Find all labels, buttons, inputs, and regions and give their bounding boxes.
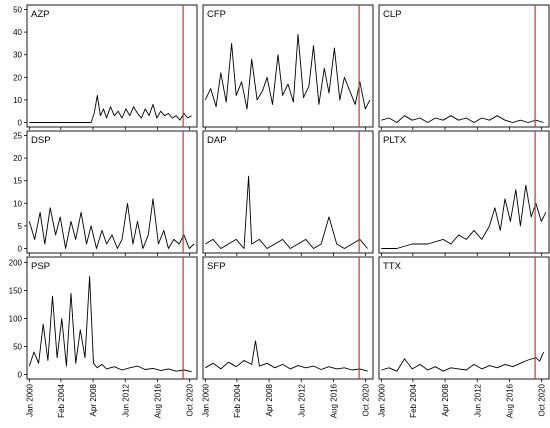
x-axis-labels: Jan 2000 Feb 2004 Apr 2008 Jun 2012 Aug 2016… bbox=[25, 383, 546, 418]
x-tick-label: Jan 2000 bbox=[377, 383, 386, 416]
y-tick-label: 40 bbox=[13, 28, 22, 37]
series-line-dsp bbox=[28, 198, 195, 249]
x-tick-label: Jan 2000 bbox=[25, 383, 34, 416]
panel-psp: 0 50 100 150 200 PSP bbox=[9, 256, 198, 382]
x-tick-label: Aug 2016 bbox=[153, 383, 162, 418]
x-tick-label: Apr 2008 bbox=[89, 383, 98, 416]
x-tick-label: Oct 2020 bbox=[538, 383, 547, 416]
panel-frame bbox=[378, 130, 550, 254]
y-tick-label: 0 bbox=[18, 244, 23, 253]
panel-ttx: TTX bbox=[378, 256, 550, 382]
panel-frame bbox=[26, 4, 198, 128]
y-tick-label: 10 bbox=[13, 96, 22, 105]
panel-dsp: 0 5 10 15 20 25 DSP bbox=[13, 130, 198, 256]
y-tick-label: 10 bbox=[13, 199, 22, 208]
y-tick-label: 30 bbox=[13, 51, 22, 60]
y-tick-label: 0 bbox=[18, 118, 23, 127]
y-tick-label: 50 bbox=[13, 343, 22, 352]
panel-frame bbox=[26, 256, 198, 380]
series-line-psp bbox=[28, 276, 192, 373]
x-tick-label: Apr 2008 bbox=[265, 383, 274, 416]
panel-frame bbox=[202, 130, 374, 254]
x-tick-label: Oct 2020 bbox=[362, 383, 371, 416]
x-tick-label: Jun 2012 bbox=[121, 383, 130, 416]
panel-title: AZP bbox=[31, 9, 49, 20]
x-tick-label: Aug 2016 bbox=[505, 383, 514, 418]
x-tick-label: Feb 2004 bbox=[409, 383, 418, 417]
panel-frame bbox=[26, 130, 198, 254]
x-tick-label: Feb 2004 bbox=[57, 383, 66, 417]
panel-pltx: PLTX bbox=[378, 130, 550, 256]
x-tick-label: Apr 2008 bbox=[441, 383, 450, 416]
y-tick-label: 200 bbox=[9, 259, 23, 268]
panel-title: CFP bbox=[207, 9, 226, 20]
y-tick-label: 20 bbox=[13, 154, 22, 163]
x-tick-label: Aug 2016 bbox=[329, 383, 338, 418]
panel-frame bbox=[202, 256, 374, 380]
y-tick-label: 50 bbox=[13, 6, 22, 15]
panel-title: TTX bbox=[383, 261, 402, 272]
panel-title: SFP bbox=[207, 261, 225, 272]
panel-dap: DAP bbox=[202, 130, 374, 256]
y-tick-label: 150 bbox=[9, 287, 23, 296]
x-tick-label: Oct 2020 bbox=[186, 383, 195, 416]
panel-frame bbox=[378, 256, 550, 380]
panel-title: PLTX bbox=[383, 135, 407, 146]
x-tick-label: Jun 2012 bbox=[297, 383, 306, 416]
panel-cfp: CFP bbox=[202, 4, 374, 130]
y-tick-label: 25 bbox=[13, 132, 22, 141]
panel-title: DAP bbox=[207, 135, 227, 146]
panel-frame bbox=[202, 4, 374, 128]
panel-sfp: SFP bbox=[202, 256, 374, 382]
y-tick-label: 20 bbox=[13, 73, 22, 82]
y-tick-label: 100 bbox=[9, 315, 23, 324]
x-tick-label: Jun 2012 bbox=[473, 383, 482, 416]
y-tick-label: 15 bbox=[13, 177, 22, 186]
panels-layer: 0 10 20 30 40 50 AZP CFP CLP 0 5 10 15 20 25 DSP DAP PLTX… bbox=[9, 4, 550, 382]
series-line-azp bbox=[29, 94, 192, 123]
series-line-clp bbox=[381, 115, 544, 123]
series-line-sfp bbox=[205, 340, 368, 372]
panel-frame bbox=[378, 4, 550, 128]
y-tick-label: 0 bbox=[18, 371, 23, 380]
panel-title: DSP bbox=[31, 135, 51, 146]
series-line-pltx bbox=[381, 184, 547, 249]
y-tick-label: 5 bbox=[18, 222, 23, 231]
x-tick-label: Feb 2004 bbox=[233, 383, 242, 417]
series-line-cfp bbox=[204, 33, 371, 110]
x-tick-label: Jan 2000 bbox=[201, 383, 210, 416]
panel-title: CLP bbox=[383, 9, 401, 20]
panel-clp: CLP bbox=[378, 4, 550, 130]
series-line-dap bbox=[205, 175, 368, 249]
series-line-ttx bbox=[381, 351, 545, 372]
panel-title: PSP bbox=[31, 261, 50, 272]
panel-azp: 0 10 20 30 40 50 AZP bbox=[13, 4, 198, 130]
